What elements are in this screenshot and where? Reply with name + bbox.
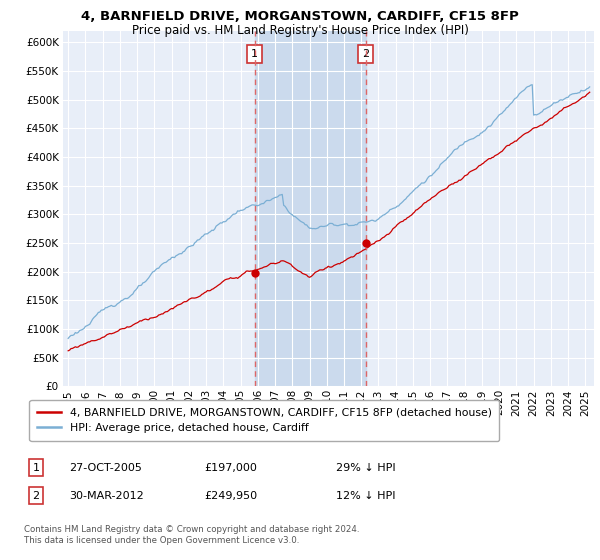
- Text: 4, BARNFIELD DRIVE, MORGANSTOWN, CARDIFF, CF15 8FP: 4, BARNFIELD DRIVE, MORGANSTOWN, CARDIFF…: [81, 10, 519, 23]
- Text: 2: 2: [362, 49, 369, 59]
- Text: Contains HM Land Registry data © Crown copyright and database right 2024.
This d: Contains HM Land Registry data © Crown c…: [24, 525, 359, 545]
- Text: Price paid vs. HM Land Registry's House Price Index (HPI): Price paid vs. HM Land Registry's House …: [131, 24, 469, 36]
- Text: 29% ↓ HPI: 29% ↓ HPI: [336, 463, 395, 473]
- Text: £249,950: £249,950: [204, 491, 257, 501]
- Text: 30-MAR-2012: 30-MAR-2012: [69, 491, 144, 501]
- Text: £197,000: £197,000: [204, 463, 257, 473]
- Bar: [255, 31, 365, 386]
- Legend: 4, BARNFIELD DRIVE, MORGANSTOWN, CARDIFF, CF15 8FP (detached house), HPI: Averag: 4, BARNFIELD DRIVE, MORGANSTOWN, CARDIFF…: [29, 400, 499, 441]
- Text: 1: 1: [32, 463, 40, 473]
- Text: 2: 2: [32, 491, 40, 501]
- Text: 12% ↓ HPI: 12% ↓ HPI: [336, 491, 395, 501]
- Text: 1: 1: [251, 49, 258, 59]
- Text: 27-OCT-2005: 27-OCT-2005: [69, 463, 142, 473]
